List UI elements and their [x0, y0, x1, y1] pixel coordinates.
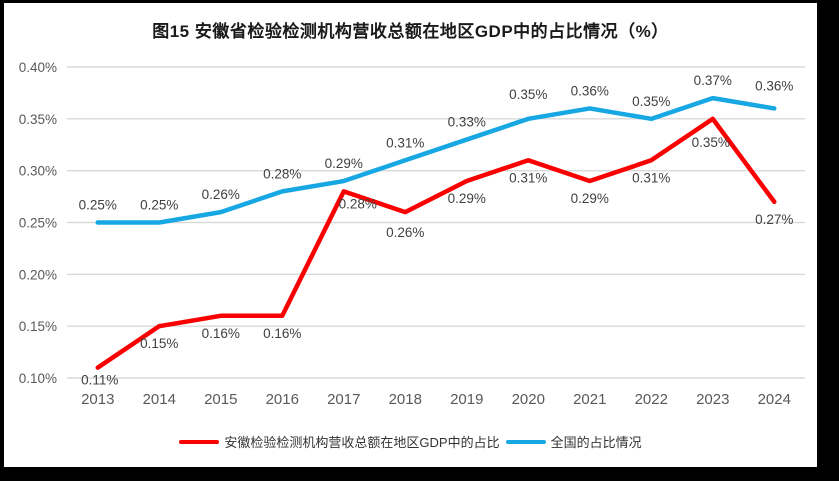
- x-tick-label: 2015: [204, 391, 237, 408]
- chart-panel: 图15 安徽省检验检测机构营收总额在地区GDP中的占比情况（%） 0.10% 0.…: [4, 3, 817, 467]
- chart-title: 图15 安徽省检验检测机构营收总额在地区GDP中的占比情况（%）: [152, 22, 669, 41]
- y-tick-label: 0.30%: [19, 164, 57, 179]
- data-label: 0.29%: [571, 191, 609, 206]
- x-tick-label: 2016: [266, 391, 299, 408]
- y-tick-label: 0.35%: [19, 112, 57, 127]
- data-label: 0.25%: [79, 198, 117, 213]
- anhui-line-swatch: [179, 439, 220, 444]
- line-chart-canvas: 0.10% 0.15% 0.20% 0.25% 0.30% 0.35% 0.40% 2013 2…: [19, 60, 805, 408]
- x-tick-label: 2022: [635, 391, 668, 408]
- y-tick-label: 0.40%: [19, 60, 57, 75]
- data-label: 0.25%: [140, 198, 178, 213]
- y-tick-label: 0.15%: [19, 319, 57, 334]
- data-label: 0.31%: [386, 135, 424, 150]
- x-tick-label: 2024: [758, 391, 791, 408]
- y-tick-label: 0.25%: [19, 216, 57, 231]
- national-line-swatch: [505, 439, 546, 444]
- data-label: 0.35%: [509, 87, 547, 102]
- data-label: 0.26%: [386, 225, 424, 240]
- x-tick-label: 2021: [573, 391, 606, 408]
- legend-label-national: 全国的占比情况: [550, 435, 642, 450]
- data-label: 0.37%: [694, 73, 732, 88]
- anhui-series-line: [95, 116, 777, 370]
- data-label: 0.36%: [755, 78, 793, 93]
- data-label: 0.27%: [755, 212, 793, 227]
- chart-legend: 安徽检验检测机构营收总额在地区GDP中的占比 全国的占比情况: [4, 432, 817, 451]
- x-tick-label: 2023: [696, 391, 729, 408]
- x-tick-label: 2017: [327, 391, 360, 408]
- data-label: 0.26%: [202, 187, 240, 202]
- x-tick-label: 2020: [512, 391, 545, 408]
- data-label: 0.31%: [632, 170, 670, 185]
- x-tick-label: 2019: [450, 391, 483, 408]
- x-tick-label: 2013: [81, 391, 114, 408]
- y-tick-label: 0.20%: [19, 267, 57, 282]
- y-tick-label: 0.10%: [19, 371, 57, 386]
- data-label: 0.28%: [339, 196, 377, 211]
- data-label: 0.35%: [632, 94, 670, 109]
- data-label: 0.35%: [692, 135, 730, 150]
- data-label: 0.33%: [448, 115, 486, 130]
- data-label: 0.11%: [81, 373, 118, 388]
- data-label: 0.29%: [448, 191, 486, 206]
- legend-item-national: 全国的占比情况: [505, 432, 642, 451]
- legend-label-anhui: 安徽检验检测机构营收总额在地区GDP中的占比: [224, 435, 500, 450]
- x-tick-label: 2014: [143, 391, 176, 408]
- national-series-line: [95, 95, 777, 225]
- data-label: 0.31%: [509, 170, 547, 185]
- x-tick-label: 2018: [389, 391, 422, 408]
- data-label: 0.36%: [571, 83, 609, 98]
- data-label: 0.28%: [263, 166, 301, 181]
- data-label: 0.16%: [202, 326, 240, 341]
- legend-item-anhui: 安徽检验检测机构营收总额在地区GDP中的占比: [179, 432, 500, 451]
- data-label: 0.15%: [140, 336, 178, 351]
- data-label: 0.16%: [263, 326, 301, 341]
- data-label: 0.29%: [325, 156, 363, 171]
